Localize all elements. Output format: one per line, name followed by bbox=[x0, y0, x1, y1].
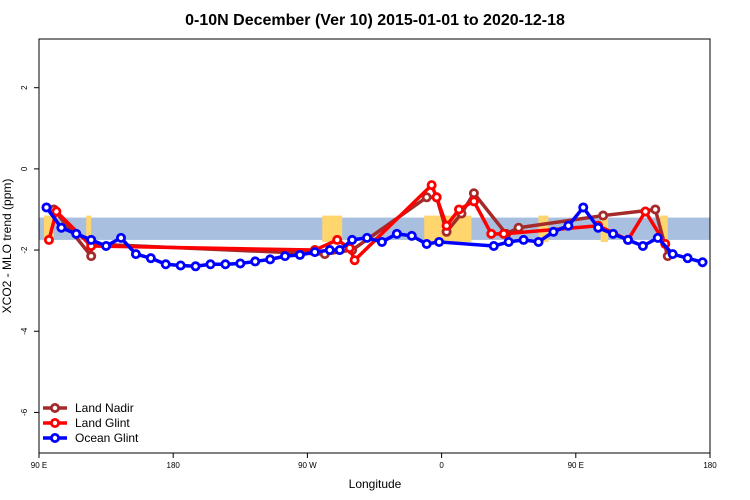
legend-label: Land Nadir bbox=[75, 401, 134, 415]
x-axis: 90 E 180 90 W 0 90 E 180 bbox=[31, 453, 717, 470]
y-axis: 2 0 -2 -4 -6 bbox=[20, 85, 39, 416]
data-point bbox=[667, 249, 678, 260]
data-point bbox=[421, 192, 432, 203]
series-group bbox=[41, 180, 708, 272]
data-point bbox=[503, 236, 514, 247]
data-point bbox=[43, 234, 54, 245]
y-tick-label: -6 bbox=[20, 408, 29, 416]
data-point bbox=[41, 202, 52, 213]
chart-title: 0-10N December (Ver 10) 2015-01-01 to 20… bbox=[185, 12, 565, 29]
data-point bbox=[421, 238, 432, 249]
x-tick-label: 180 bbox=[167, 461, 181, 470]
data-point bbox=[434, 236, 445, 247]
legend-item: Land Nadir bbox=[43, 401, 134, 415]
land-patch bbox=[86, 215, 92, 242]
data-point bbox=[468, 188, 479, 199]
data-point bbox=[344, 243, 355, 254]
data-point bbox=[391, 228, 402, 239]
legend-item: Land Glint bbox=[43, 416, 130, 430]
data-point bbox=[190, 261, 201, 272]
data-point bbox=[578, 202, 589, 213]
legend-marker bbox=[50, 432, 61, 443]
x-tick-label: 90 E bbox=[568, 461, 584, 470]
y-tick-label: 2 bbox=[20, 85, 29, 90]
x-tick-label: 180 bbox=[703, 461, 717, 470]
data-point bbox=[637, 240, 648, 251]
data-point bbox=[697, 257, 708, 268]
data-point bbox=[682, 253, 693, 264]
data-point bbox=[426, 180, 437, 191]
land-patch bbox=[43, 215, 54, 242]
data-point bbox=[650, 204, 661, 215]
data-point bbox=[56, 222, 67, 233]
data-point bbox=[86, 251, 97, 262]
y-axis-label: XCO2 - MLO trend (ppm) bbox=[0, 179, 14, 314]
data-point bbox=[441, 220, 452, 231]
data-point bbox=[376, 236, 387, 247]
data-point bbox=[309, 247, 320, 258]
data-point bbox=[347, 234, 358, 245]
legend-label: Ocean Glint bbox=[75, 431, 139, 445]
data-point bbox=[598, 210, 609, 221]
x-axis-label: Longitude bbox=[349, 477, 402, 491]
data-point bbox=[101, 240, 112, 251]
background-band bbox=[39, 215, 710, 242]
y-tick-label: -4 bbox=[20, 327, 29, 335]
data-point bbox=[608, 228, 619, 239]
data-point bbox=[265, 254, 276, 265]
data-point bbox=[349, 255, 360, 266]
x-tick-label: 0 bbox=[439, 461, 444, 470]
data-point bbox=[513, 222, 524, 233]
data-point bbox=[486, 228, 497, 239]
data-point bbox=[130, 249, 141, 260]
data-point bbox=[235, 258, 246, 269]
data-point bbox=[406, 230, 417, 241]
data-point bbox=[116, 232, 127, 243]
data-point bbox=[175, 260, 186, 271]
data-point bbox=[468, 196, 479, 207]
data-point bbox=[324, 245, 335, 256]
data-point bbox=[362, 232, 373, 243]
data-point bbox=[488, 240, 499, 251]
data-point bbox=[205, 259, 216, 270]
legend-marker bbox=[50, 417, 61, 428]
data-point bbox=[220, 259, 231, 270]
legend-marker bbox=[50, 402, 61, 413]
data-point bbox=[250, 256, 261, 267]
data-point bbox=[145, 253, 156, 264]
data-point bbox=[160, 259, 171, 270]
data-point bbox=[51, 206, 62, 217]
x-tick-label: 90 W bbox=[298, 461, 317, 470]
data-point bbox=[593, 222, 604, 233]
data-point bbox=[334, 245, 345, 256]
legend-label: Land Glint bbox=[75, 416, 130, 430]
legend-item: Ocean Glint bbox=[43, 431, 139, 445]
data-point bbox=[294, 249, 305, 260]
data-point bbox=[652, 232, 663, 243]
data-point bbox=[453, 204, 464, 215]
data-point bbox=[332, 234, 343, 245]
y-tick-label: -2 bbox=[20, 246, 29, 254]
data-point bbox=[71, 228, 82, 239]
x-tick-label: 90 E bbox=[31, 461, 47, 470]
land-patch bbox=[660, 215, 668, 242]
y-tick-label: 0 bbox=[20, 166, 29, 171]
data-point bbox=[518, 234, 529, 245]
data-point bbox=[640, 206, 651, 217]
data-point bbox=[533, 236, 544, 247]
data-point bbox=[622, 234, 633, 245]
series-ocean-glint bbox=[41, 202, 708, 272]
data-point bbox=[563, 220, 574, 231]
data-point bbox=[498, 228, 509, 239]
data-point bbox=[548, 226, 559, 237]
plot-frame bbox=[38, 38, 711, 454]
data-point bbox=[280, 251, 291, 262]
data-point bbox=[431, 192, 442, 203]
data-point bbox=[86, 234, 97, 245]
